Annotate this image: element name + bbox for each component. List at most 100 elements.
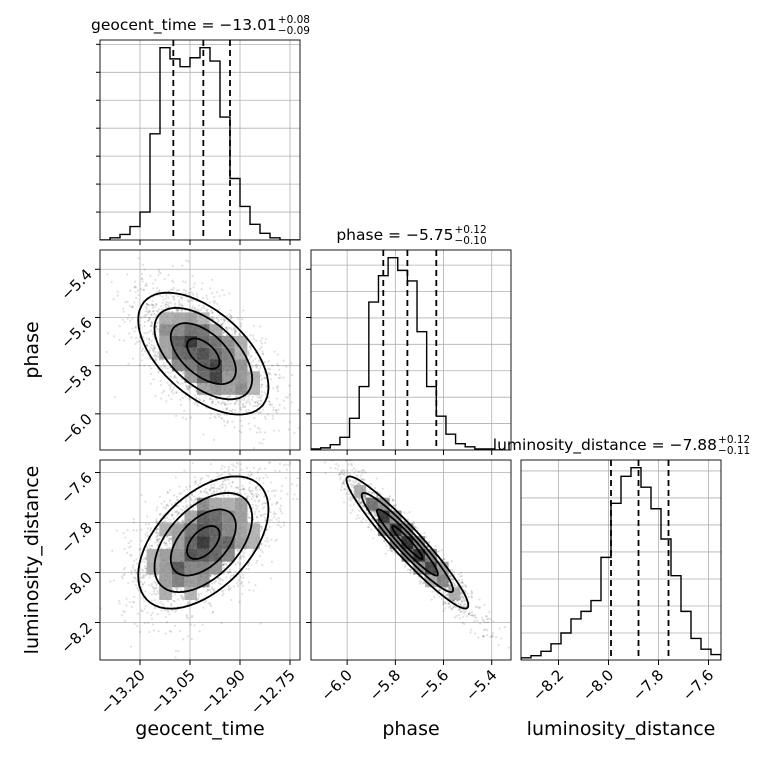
sample-point [213, 573, 216, 577]
sample-point [144, 284, 147, 287]
sample-point [122, 307, 125, 310]
panel-frame [520, 459, 722, 661]
density-cell [197, 347, 210, 360]
sample-point [173, 376, 176, 379]
sample-point [260, 377, 264, 380]
sample-point [234, 327, 237, 331]
density-cell [171, 324, 185, 336]
sample-point [277, 429, 280, 432]
sample-point [272, 512, 275, 516]
sample-point [242, 555, 245, 558]
density-cell [184, 371, 198, 384]
sample-point [182, 638, 185, 641]
sample-point [213, 588, 216, 591]
sample-point [242, 403, 245, 406]
sample-point [268, 460, 271, 464]
sample-point [211, 315, 214, 319]
sample-point [199, 481, 202, 485]
sample-point [205, 294, 208, 297]
sample-point [172, 392, 175, 395]
sample-point [241, 550, 244, 553]
sample-point [193, 624, 196, 627]
sample-point [164, 303, 167, 307]
sample-point [144, 565, 147, 568]
sample-point [276, 363, 279, 366]
sample-point [175, 391, 178, 394]
sample-point [233, 426, 236, 429]
sample-point [178, 511, 181, 514]
sample-point [276, 387, 279, 390]
sample-point [156, 532, 159, 535]
sample-point [143, 331, 146, 335]
sample-point [157, 351, 160, 354]
sample-point [197, 310, 201, 313]
sample-point [135, 297, 138, 300]
sample-point [255, 401, 259, 404]
sample-point [122, 532, 125, 535]
sample-point [196, 295, 199, 298]
sample-point [116, 290, 119, 293]
sample-point [290, 373, 294, 376]
sample-point [256, 521, 259, 524]
sample-point [218, 413, 221, 416]
sample-point [222, 318, 225, 321]
sample-point [250, 473, 253, 477]
sample-point [155, 521, 158, 525]
sample-point [136, 612, 139, 615]
sample-point [241, 573, 244, 576]
sample-point [147, 331, 150, 334]
sample-point [218, 474, 222, 477]
sample-point [250, 492, 254, 495]
sample-point [166, 381, 169, 384]
sample-point [280, 489, 283, 493]
sample-point [152, 350, 155, 353]
sample-point [221, 483, 224, 486]
sample-point [174, 610, 177, 613]
sample-point [265, 337, 268, 341]
sample-point [239, 576, 242, 579]
sample-point [223, 413, 227, 416]
sample-point [147, 341, 151, 344]
sample-point [133, 330, 136, 333]
sample-point [264, 518, 267, 521]
sample-point [162, 604, 165, 607]
density-cell [171, 312, 185, 325]
sample-point [220, 589, 223, 592]
sample-point [285, 365, 288, 368]
density-cell [159, 324, 172, 336]
sample-point [150, 618, 154, 621]
sample-point [192, 506, 195, 509]
sample-point [245, 466, 249, 470]
sample-point [245, 402, 248, 405]
sample-point [157, 290, 160, 293]
sample-point [240, 398, 243, 401]
sample-point [123, 320, 126, 324]
sample-point [100, 607, 102, 610]
sample-point [269, 378, 272, 381]
sample-point [233, 326, 236, 329]
sample-point [225, 486, 228, 489]
sample-point [239, 463, 243, 466]
sample-point [135, 571, 138, 574]
sample-point [240, 582, 243, 585]
sample-point [275, 397, 278, 400]
sample-point [164, 366, 167, 370]
sample-point [149, 324, 152, 328]
sample-point [182, 288, 186, 291]
sample-point [293, 431, 296, 434]
sample-point [149, 325, 153, 328]
sample-point [173, 286, 176, 290]
sample-point [239, 488, 242, 491]
sample-point [174, 649, 178, 653]
sample-point [189, 299, 193, 302]
sample-point [187, 260, 190, 263]
sample-point [233, 402, 236, 405]
sample-point [228, 570, 231, 573]
contour-level-1 [169, 322, 237, 386]
sample-point [275, 518, 278, 521]
sample-point [193, 476, 197, 479]
sample-point [208, 301, 211, 304]
sample-point [141, 582, 145, 586]
sample-point [268, 525, 271, 528]
